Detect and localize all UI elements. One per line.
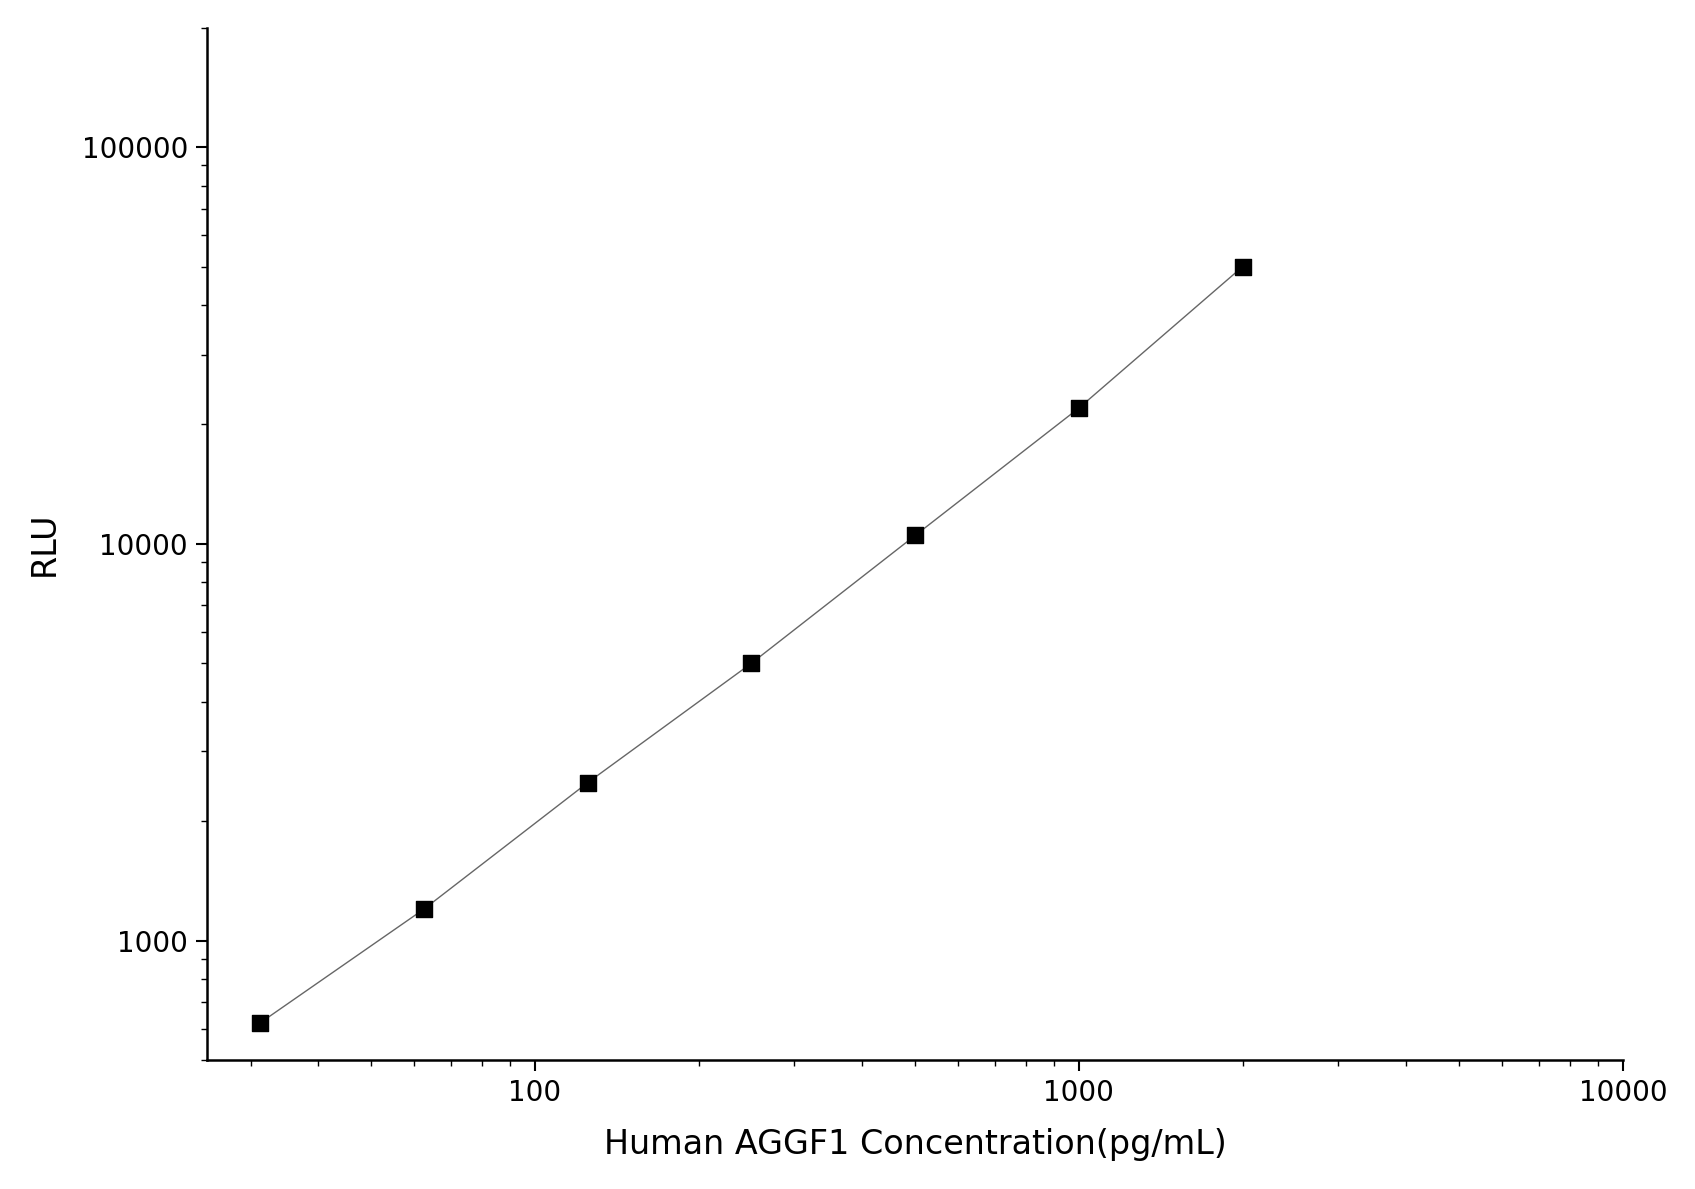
Point [1229, 257, 1256, 276]
Point [737, 654, 764, 673]
Point [246, 1013, 273, 1032]
Y-axis label: RLU: RLU [27, 511, 61, 577]
Point [902, 526, 929, 545]
Point [410, 900, 437, 919]
Point [575, 773, 602, 792]
X-axis label: Human AGGF1 Concentration(pg/mL): Human AGGF1 Concentration(pg/mL) [603, 1128, 1227, 1162]
Point [1066, 398, 1093, 417]
